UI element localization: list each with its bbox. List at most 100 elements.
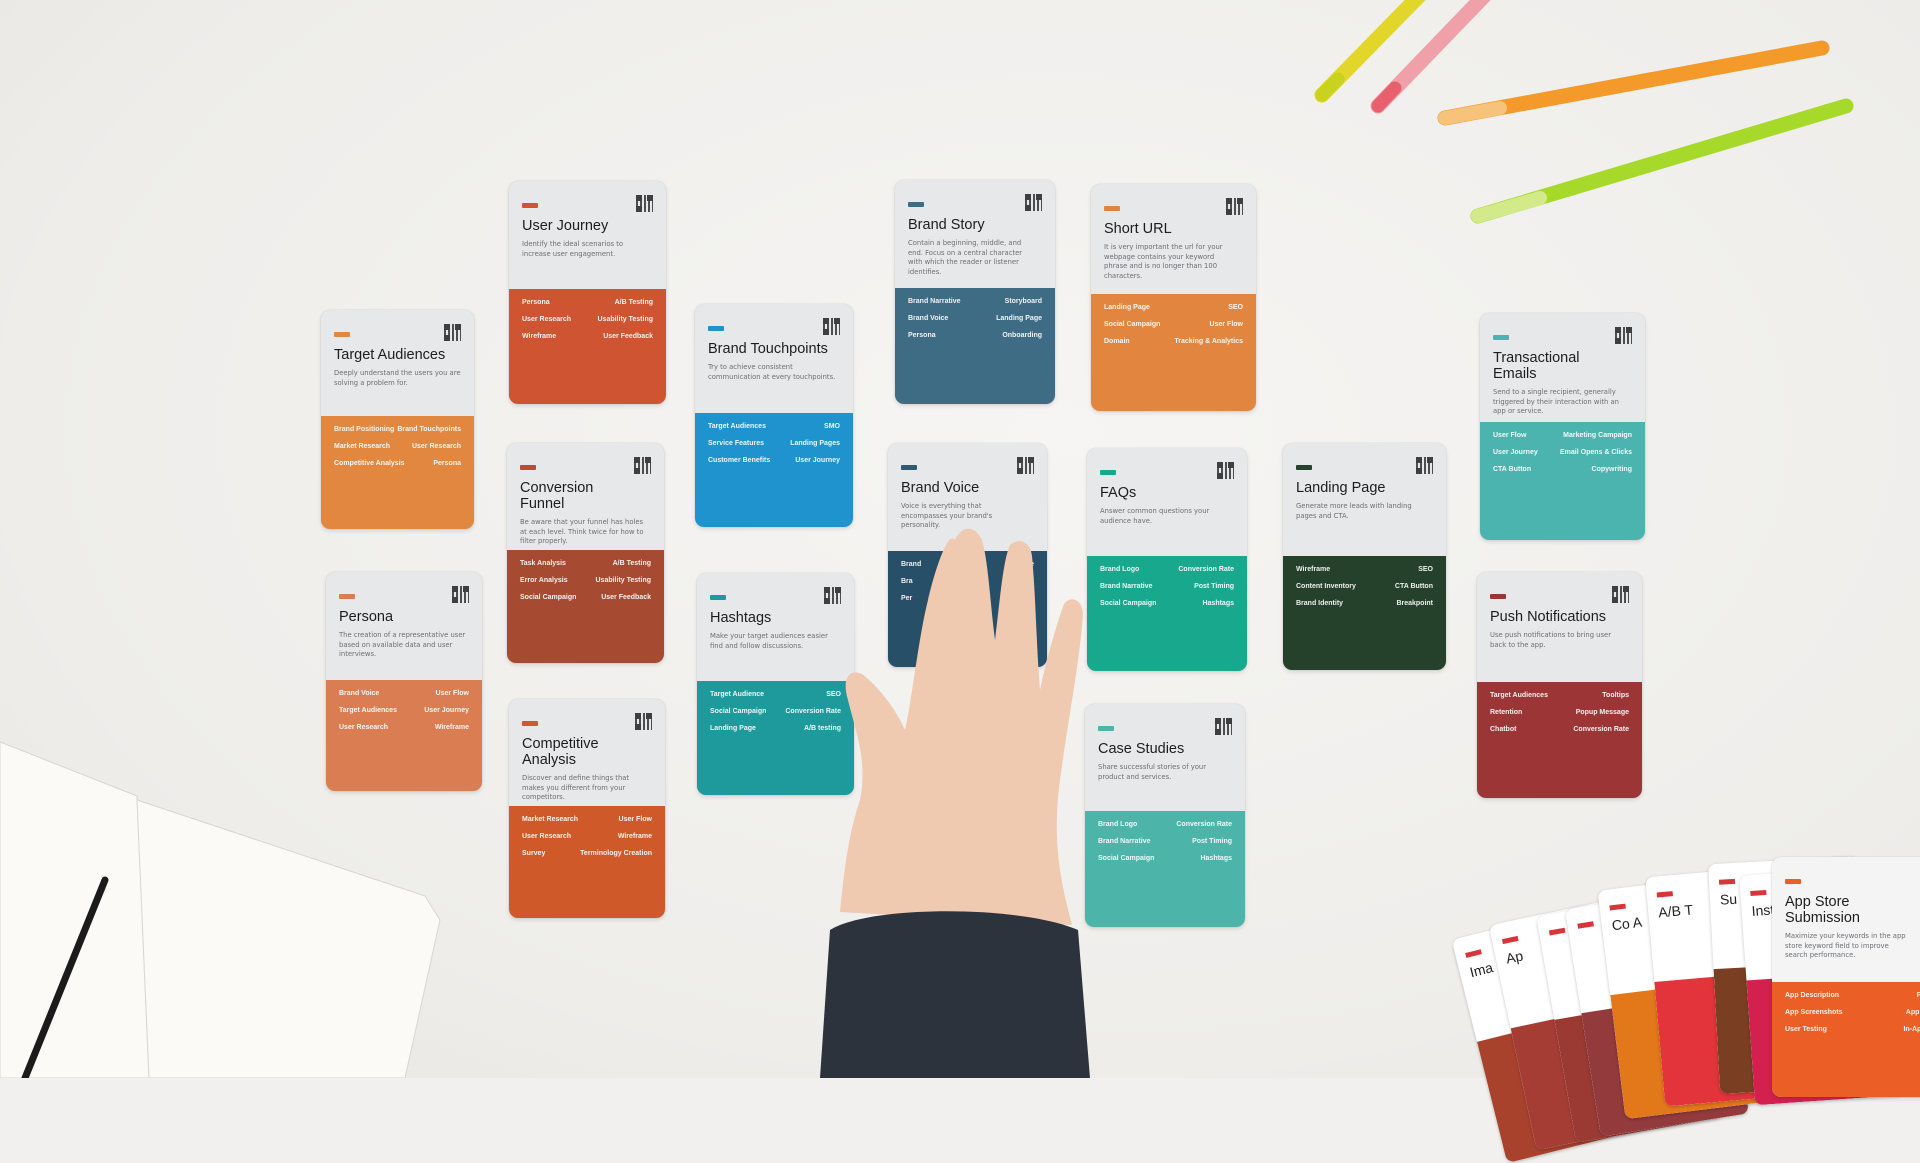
item-left: Brand Narrative — [1098, 838, 1151, 845]
item-left: Brand Positioning — [334, 426, 395, 433]
item-right: Post Timing — [1194, 583, 1234, 590]
item-left: Brand Voice — [908, 315, 949, 322]
card-tag — [1098, 726, 1114, 731]
item-row: Per — [901, 595, 1034, 603]
item-left: Bra — [901, 578, 913, 585]
item-row: User Research Usability Testing — [522, 316, 653, 324]
card-related-topics: Wireframe SEO Content Inventory CTA Button B… — [1283, 556, 1446, 670]
item-right: Email Opens & Clicks — [1560, 449, 1632, 456]
card-short-url[interactable]: Short URL It is very important the url fo… — [1091, 184, 1256, 411]
item-row: Target Audiences User Journey — [339, 707, 469, 715]
card-header: Target Audiences Deeply understand the us… — [321, 310, 474, 388]
item-right: Onboarding — [1002, 332, 1042, 339]
item-right: Terminology Creation — [580, 850, 652, 857]
card-title: Persona — [339, 609, 394, 625]
qr-code-icon — [1215, 718, 1232, 735]
green-pen — [1470, 98, 1854, 224]
item-right: Usability Testing — [597, 316, 654, 323]
item-left: Persona — [908, 332, 936, 339]
card-description: Send to a single recipient, generally tr… — [1493, 388, 1619, 415]
item-left: User Testing — [1785, 1026, 1827, 1033]
item-row: Social Campaign User Flow — [1104, 321, 1243, 329]
item-row: Chatbot Conversion Rate — [1490, 726, 1629, 734]
card-competitive-analysis[interactable]: Competitive Analysis Discover and define … — [509, 699, 665, 918]
card-title: User Journey — [522, 218, 609, 234]
item-row: Service Features Landing Pages — [708, 440, 840, 448]
item-row: Persona Onboarding — [908, 332, 1042, 340]
item-left: Persona — [522, 299, 550, 306]
card-tag — [520, 465, 536, 470]
item-row: Landing Page SEO — [1104, 304, 1243, 312]
item-right: Post Timing — [1192, 838, 1232, 845]
item-left: Brand Voice — [339, 690, 380, 697]
card-conversion-funnel[interactable]: Conversion Funnel Be aware that your funn… — [507, 443, 664, 663]
item-row: Task Analysis A/B Testing — [520, 560, 651, 568]
card-related-topics: Persona A/B Testing User Research Usability… — [509, 289, 666, 404]
item-left: Market Research — [334, 443, 391, 450]
pink-pen — [1370, 0, 1491, 114]
card-title: Brand Story — [908, 217, 985, 233]
item-right: Storyboard — [1004, 298, 1042, 305]
card-hashtags[interactable]: Hashtags Make your target audiences easie… — [697, 573, 854, 795]
card-description: Use push notifications to bring user bac… — [1490, 631, 1612, 649]
qr-code-icon — [635, 713, 652, 730]
card-target-audiences[interactable]: Target Audiences Deeply understand the us… — [321, 310, 474, 529]
item-right: Landing Page — [996, 315, 1042, 322]
item-right: Marketing Campaign — [1563, 432, 1632, 439]
item-row: Social Campaign Conversion Rate — [710, 708, 841, 716]
card-tag — [1493, 335, 1509, 340]
card-header: App Store Submission Maximize your keywor… — [1772, 857, 1920, 961]
card-title: Short URL — [1104, 221, 1172, 237]
card-faqs[interactable]: FAQs Answer common questions your audienc… — [1087, 448, 1247, 671]
item-left: Survey — [522, 850, 546, 857]
qr-code-icon — [1615, 327, 1632, 344]
card-brand-story[interactable]: Brand Story Contain a beginning, middle, … — [895, 180, 1055, 404]
card-related-topics: User Flow Marketing Campaign User Journey E… — [1480, 422, 1645, 540]
card-header: Brand Story Contain a beginning, middle, … — [895, 180, 1055, 277]
card-tag — [522, 203, 538, 208]
item-row: Brand Voice User Flow — [339, 690, 469, 698]
card-brand-touchpoints[interactable]: Brand Touchpoints Try to achieve consiste… — [695, 304, 853, 527]
card-transactional-emails[interactable]: Transactional Emails Send to a single rec… — [1480, 313, 1645, 540]
card-header: Short URL It is very important the url fo… — [1091, 184, 1256, 281]
item-row: Brand Narrative Post Timing — [1100, 583, 1234, 591]
card-tag — [1785, 879, 1801, 884]
item-left: Task Analysis — [520, 560, 566, 567]
card-landing-page[interactable]: Landing Page Generate more leads with lan… — [1283, 443, 1446, 670]
card-tag — [710, 595, 726, 600]
card-title: Transactional Emails — [1493, 350, 1580, 382]
card-push-notifications[interactable]: Push Notifications Use push notifications… — [1477, 572, 1642, 798]
item-right: Wireframe — [434, 724, 469, 731]
item-left: Domain — [1104, 338, 1130, 345]
qr-code-icon — [452, 586, 469, 603]
item-right: Tooltips — [1602, 692, 1629, 699]
card-description: Discover and define things that makes yo… — [522, 774, 630, 801]
orange-pen — [1437, 40, 1830, 126]
notebook — [0, 741, 441, 1078]
card-tag — [1296, 465, 1312, 470]
item-left: Brand Logo — [1098, 821, 1138, 828]
card-user-journey[interactable]: User Journey Identify the ideal scenarios… — [509, 181, 666, 404]
item-right: User Research — [411, 443, 461, 450]
card-title: Brand Touchpoints — [708, 341, 828, 357]
card-description: Try to achieve consistent communication … — [708, 363, 836, 381]
card-title: Target Audiences — [334, 347, 446, 363]
item-row: Social Campaign User Feedback — [520, 594, 651, 602]
card-related-topics: Brand Positioning Brand Touchpoints Market… — [321, 416, 474, 529]
item-right: Popup Message — [1575, 709, 1629, 716]
item-right: User Flow — [1209, 321, 1243, 328]
card-tag — [908, 202, 924, 207]
pens — [1314, 0, 1854, 224]
card-persona[interactable]: Persona The creation of a representative … — [326, 572, 482, 791]
item-left: Landing Page — [1104, 304, 1150, 311]
card-description: Contain a beginning, middle, and end. Fo… — [908, 239, 1023, 276]
card-title: Hashtags — [710, 610, 772, 626]
item-row: User Flow Marketing Campaign — [1493, 432, 1632, 440]
item-right: SMO — [824, 423, 840, 430]
card-related-topics: Task Analysis A/B Testing Error Analysis Us… — [507, 550, 664, 663]
item-left: Social Campaign — [1100, 600, 1157, 607]
card-case-studies[interactable]: Case Studies Share successful stories of … — [1085, 704, 1245, 927]
card-header: Brand Touchpoints Try to achieve consiste… — [695, 304, 853, 382]
item-right: User Feedback — [603, 333, 653, 340]
